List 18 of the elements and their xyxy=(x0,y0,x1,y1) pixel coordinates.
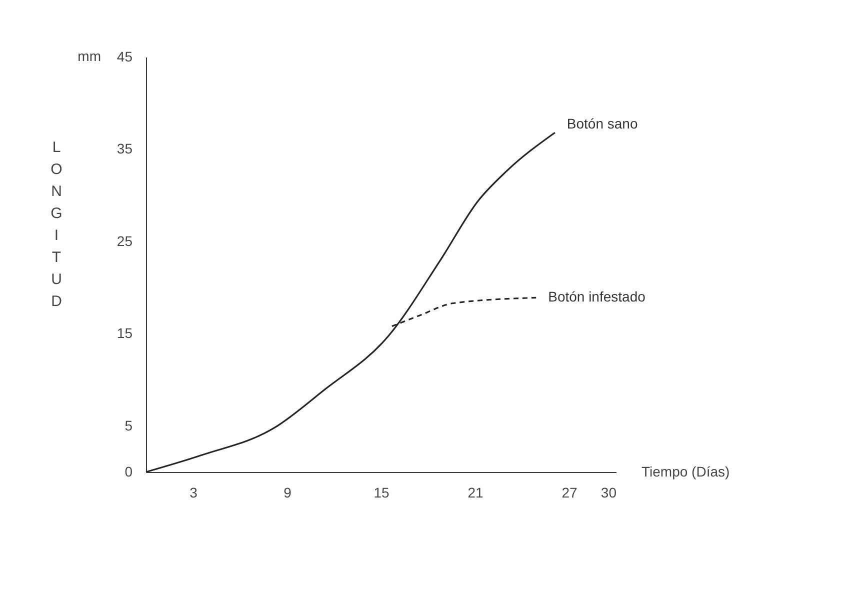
series-label: Botón infestado xyxy=(548,288,646,305)
y-tick-label: 35 xyxy=(116,140,133,157)
x-tick-label: 21 xyxy=(468,484,484,500)
y-tick-label: 15 xyxy=(116,325,133,342)
y-tick-label: 0 xyxy=(124,464,133,480)
text: mm xyxy=(78,48,101,64)
x-tick-label: 3 xyxy=(190,484,198,500)
x-axis-title: Tiempo (Días) xyxy=(642,464,730,480)
y-tick-label: 5 xyxy=(124,417,133,434)
x-tick-label: 9 xyxy=(284,484,292,500)
x-tick-label: 30 xyxy=(600,484,617,500)
y-tick-label: 25 xyxy=(116,232,133,249)
x-tick-label: 27 xyxy=(562,484,578,500)
y-tick-label: 45 xyxy=(116,48,133,64)
y-axis-title: LONGITUD xyxy=(50,139,62,310)
line-series xyxy=(391,296,537,328)
series-label: Botón sano xyxy=(566,116,638,132)
x-tick-label: 15 xyxy=(374,484,390,500)
